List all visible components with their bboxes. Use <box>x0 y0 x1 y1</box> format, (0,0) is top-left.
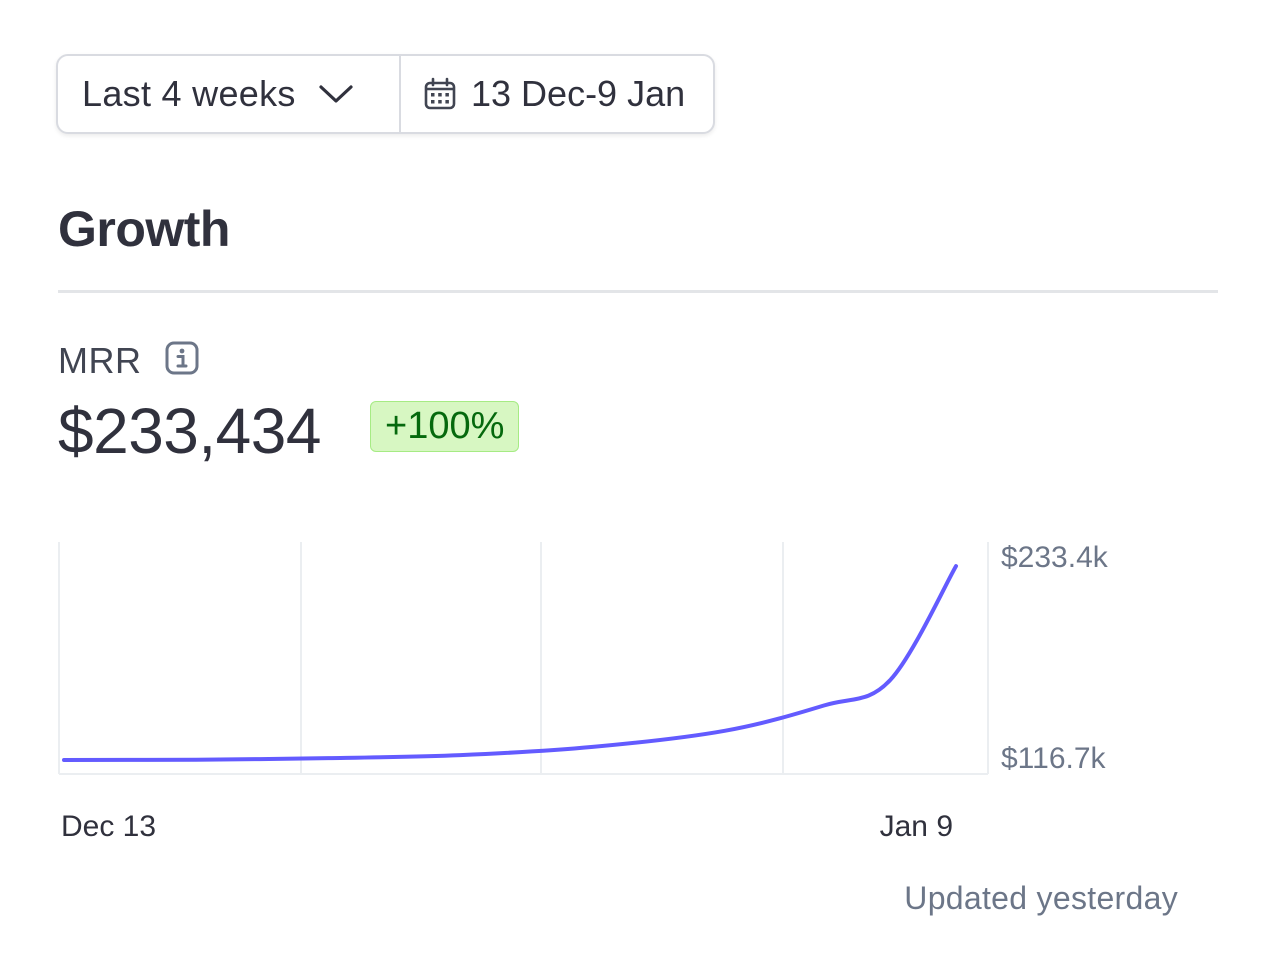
updated-status: Updated yesterday <box>904 880 1178 916</box>
metric-label: MRR <box>58 340 142 381</box>
metric-value: $233,434 <box>58 395 321 467</box>
info-icon[interactable] <box>165 341 199 375</box>
range-select[interactable]: Last 4 weeks <box>58 56 401 132</box>
chevron-down-icon <box>319 85 353 103</box>
date-range-button[interactable]: 13 Dec-9 Jan <box>401 56 713 132</box>
y-tick-label: $116.7k <box>1001 742 1107 775</box>
mrr-line-chart: $233.4k $116.7k Dec 13 Jan 9 <box>58 541 1109 843</box>
x-tick-label: Jan 9 <box>880 810 953 843</box>
metric-header: MRR <box>58 340 199 382</box>
date-filter: Last 4 weeks 13 Dec-9 Jan <box>56 54 716 134</box>
section-title: Growth <box>58 201 230 257</box>
x-tick-label: Dec 13 <box>61 810 156 843</box>
change-badge: +100% <box>370 401 520 452</box>
date-range-label: 13 Dec-9 Jan <box>471 73 686 114</box>
mrr-series-line <box>62 564 958 762</box>
section-divider <box>58 290 1218 293</box>
calendar-icon <box>424 77 456 110</box>
range-select-label: Last 4 weeks <box>82 73 296 114</box>
y-tick-label: $233.4k <box>1001 541 1109 574</box>
